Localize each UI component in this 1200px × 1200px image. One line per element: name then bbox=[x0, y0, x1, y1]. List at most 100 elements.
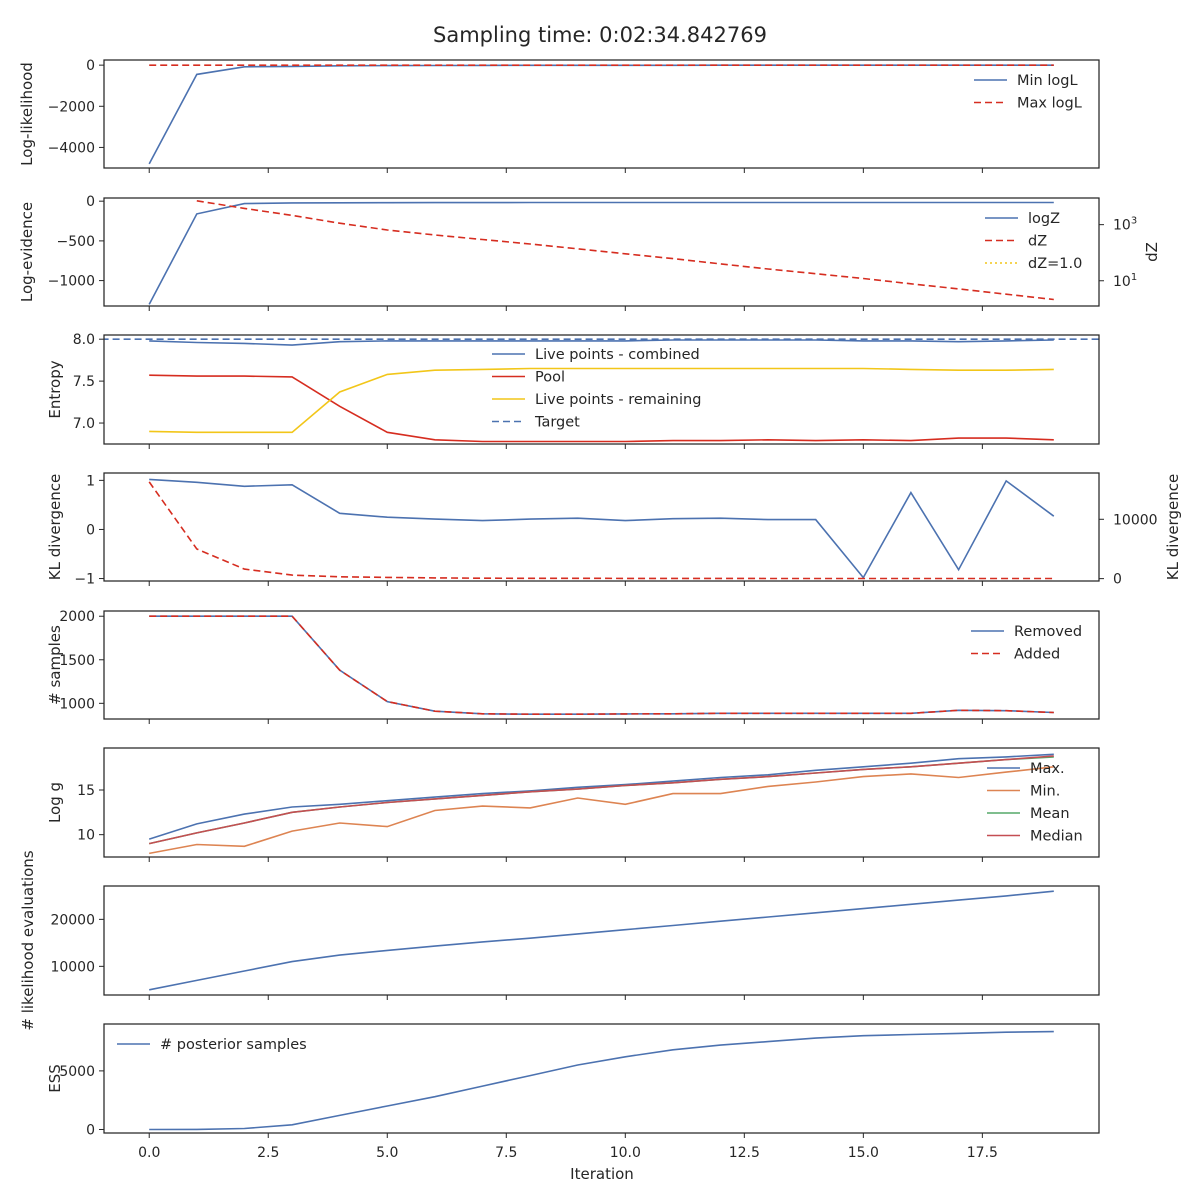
legend-label: # posterior samples bbox=[160, 1037, 307, 1053]
y-tick-label: −500 bbox=[57, 234, 95, 250]
series-line-logz bbox=[148, 201, 1054, 305]
series-line-max- bbox=[148, 753, 1054, 840]
right-tick-label: 101 bbox=[1113, 272, 1137, 290]
series-line-mean bbox=[149, 756, 1054, 845]
right-tick-label: 10000 bbox=[1113, 512, 1158, 528]
y-tick-label: −4000 bbox=[48, 140, 95, 156]
x-tick-label: 15.0 bbox=[848, 1145, 879, 1161]
subplot-8: 5000 0 0.0 2.5 5.0 7.5 10.0 12.5 15.0 17.5 ESS # po… bbox=[46, 1023, 1100, 1161]
series-line-min-logl bbox=[148, 64, 1054, 165]
axes-frame bbox=[103, 334, 1100, 445]
series-line--posterior-samples bbox=[149, 1030, 1054, 1131]
y-tick-label: 7.0 bbox=[73, 416, 95, 432]
y-tick-label: 10000 bbox=[50, 959, 95, 975]
subplot-3: 8.0 7.5 7.0 Entropy Live points - combined Po… bbox=[46, 332, 1100, 449]
y-tick-label: 2000 bbox=[59, 609, 95, 625]
subplot-stack: 0 −2000 −4000 Log-likelihood Min logL Max log… bbox=[18, 58, 1182, 1161]
subplot-2: 0 −500 −1000 103 101 Log-evidence dZ logZ dZ dZ=1… bbox=[18, 194, 1161, 311]
y-axis-label: Log-evidence bbox=[18, 202, 36, 302]
axes-frame bbox=[103, 1023, 1100, 1134]
right-tick-label: 0 bbox=[1113, 572, 1122, 588]
subplot-1: 0 −2000 −4000 Log-likelihood Min logL Max log… bbox=[18, 58, 1100, 173]
y-tick-label: 0 bbox=[86, 1122, 95, 1138]
legend-label: Min logL bbox=[1017, 73, 1078, 89]
right-axis-label: KL divergence bbox=[1164, 474, 1182, 580]
legend-label: Live points - combined bbox=[535, 347, 700, 363]
legend-label: dZ=1.0 bbox=[1028, 256, 1082, 272]
legend-label: logZ bbox=[1028, 211, 1060, 227]
series-line-removed bbox=[149, 615, 1054, 716]
series-line-s0 bbox=[149, 478, 1055, 580]
legend: logZ dZ dZ=1.0 bbox=[985, 211, 1082, 272]
y-tick-label: 10 bbox=[77, 828, 95, 844]
legend-label: Live points - remaining bbox=[535, 392, 701, 408]
y-axis-label: Log g bbox=[46, 782, 64, 823]
y-tick-label: 5000 bbox=[59, 1064, 95, 1080]
series-line-added bbox=[149, 615, 1054, 716]
axes-frame bbox=[103, 59, 1100, 169]
legend: Min logL Max logL bbox=[974, 73, 1082, 112]
y-tick-label: −1 bbox=[74, 572, 95, 588]
legend-label: Target bbox=[534, 415, 580, 431]
series-line-live-points-remaining bbox=[149, 367, 1054, 434]
y-axis-label: # likelihood evaluations bbox=[19, 850, 37, 1030]
y-axis-label: Entropy bbox=[46, 360, 64, 418]
y-tick-label: −1000 bbox=[48, 274, 95, 290]
legend: Live points - combined Pool Live points - … bbox=[492, 347, 701, 431]
y-tick-label: 0 bbox=[86, 522, 95, 538]
legend-label: Added bbox=[1014, 647, 1060, 663]
legend: Max. Min. Mean Median bbox=[987, 761, 1083, 845]
legend-label: Min. bbox=[1030, 784, 1060, 800]
x-tick-label: 0.0 bbox=[138, 1145, 160, 1161]
x-tick-label: 10.0 bbox=[610, 1145, 641, 1161]
legend-label: Pool bbox=[535, 370, 565, 386]
x-tick-label: 7.5 bbox=[495, 1145, 517, 1161]
right-tick-label: 103 bbox=[1113, 216, 1137, 234]
series-line-median bbox=[149, 755, 1054, 845]
subplot-6: 15 10 Log g Max. Min. Mean Median bbox=[46, 747, 1100, 862]
series-line-s1 bbox=[148, 481, 1054, 580]
y-tick-label: 1 bbox=[86, 473, 95, 489]
y-tick-label: 7.5 bbox=[73, 374, 95, 390]
x-tick-label: 2.5 bbox=[257, 1145, 279, 1161]
x-tick-label: 12.5 bbox=[729, 1145, 760, 1161]
legend-label: Max. bbox=[1030, 761, 1065, 777]
axes-frame bbox=[103, 885, 1100, 996]
legend: # posterior samples bbox=[117, 1037, 307, 1053]
legend-label: Max logL bbox=[1017, 96, 1082, 112]
legend-label: Median bbox=[1030, 829, 1083, 845]
y-tick-label: 0 bbox=[86, 194, 95, 210]
y-axis-label: KL divergence bbox=[46, 474, 64, 580]
legend: Removed Added bbox=[971, 624, 1082, 663]
y-tick-label: 1500 bbox=[59, 653, 95, 669]
y-axis-label: Log-likelihood bbox=[18, 62, 36, 166]
y-tick-label: −2000 bbox=[48, 99, 95, 115]
y-axis-label: ESS bbox=[46, 1064, 64, 1093]
axes-frame bbox=[103, 472, 1100, 582]
legend-label: dZ bbox=[1028, 234, 1047, 250]
y-tick-label: 15 bbox=[77, 783, 95, 799]
x-tick-label: 5.0 bbox=[376, 1145, 398, 1161]
series-line-s0 bbox=[149, 890, 1054, 991]
y-tick-label: 8.0 bbox=[73, 332, 95, 348]
y-tick-label: 0 bbox=[86, 58, 95, 74]
y-tick-label: 1000 bbox=[59, 696, 95, 712]
x-axis-label: Iteration bbox=[570, 1165, 634, 1183]
subplot-7: 20000 10000 # likelihood evaluations bbox=[19, 850, 1100, 1031]
axes-frame bbox=[103, 610, 1100, 720]
series-line-pool bbox=[149, 374, 1054, 443]
y-tick-label: 20000 bbox=[50, 912, 95, 928]
right-axis-label: dZ bbox=[1143, 242, 1161, 262]
subplot-4: 1 0 −1 10000 0 KL divergence KL divergence bbox=[46, 472, 1182, 588]
series-line-min- bbox=[149, 766, 1054, 855]
axes-frame bbox=[103, 197, 1100, 307]
subplot-5: 2000 1500 1000# samples Removed Added bbox=[46, 609, 1100, 724]
series-line-live-points-combined bbox=[149, 339, 1054, 346]
y-axis-label: # samples bbox=[46, 625, 64, 705]
axes-frame bbox=[103, 747, 1100, 858]
figure-title: Sampling time: 0:02:34.842769 bbox=[433, 23, 767, 47]
x-tick-label: 17.5 bbox=[967, 1145, 998, 1161]
series-line-dz bbox=[196, 200, 1054, 301]
legend-label: Mean bbox=[1030, 806, 1070, 822]
